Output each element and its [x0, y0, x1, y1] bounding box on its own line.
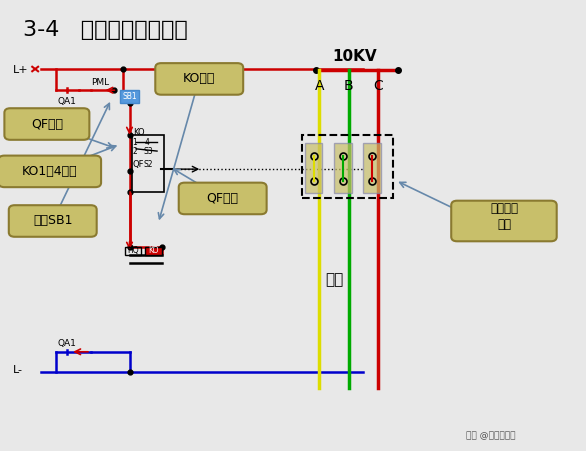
- Bar: [334, 143, 352, 193]
- Text: 真空开关
合上: 真空开关 合上: [490, 202, 518, 231]
- FancyBboxPatch shape: [9, 205, 97, 237]
- Text: S3: S3: [144, 147, 153, 156]
- Text: 3-4   防止开关跳跃原理: 3-4 防止开关跳跃原理: [23, 20, 188, 40]
- Text: 4: 4: [145, 138, 149, 147]
- Text: HQ: HQ: [127, 246, 139, 255]
- Bar: [132, 135, 164, 192]
- FancyBboxPatch shape: [5, 108, 89, 140]
- Bar: [305, 143, 322, 193]
- Text: 1: 1: [132, 138, 137, 147]
- FancyBboxPatch shape: [0, 156, 101, 187]
- FancyBboxPatch shape: [179, 183, 267, 214]
- FancyBboxPatch shape: [451, 201, 557, 241]
- Bar: [145, 247, 162, 255]
- FancyBboxPatch shape: [155, 63, 243, 95]
- Text: QF: QF: [132, 160, 144, 169]
- FancyBboxPatch shape: [120, 90, 139, 103]
- Text: QF接通: QF接通: [207, 192, 239, 205]
- Text: 负载: 负载: [325, 272, 343, 287]
- Text: A: A: [315, 79, 324, 93]
- Text: QF断开: QF断开: [31, 118, 63, 130]
- Text: SB1: SB1: [122, 92, 137, 101]
- Text: KO: KO: [148, 246, 159, 255]
- Text: 按下SB1: 按下SB1: [33, 215, 73, 227]
- Text: B: B: [344, 79, 353, 93]
- Bar: [125, 247, 141, 255]
- Text: QA1: QA1: [57, 97, 76, 106]
- Text: 10KV: 10KV: [332, 49, 377, 64]
- Bar: [363, 143, 381, 193]
- Text: S2: S2: [144, 160, 153, 169]
- Text: KO1、4接通: KO1、4接通: [22, 165, 77, 178]
- Text: C: C: [373, 79, 383, 93]
- Text: QA1: QA1: [57, 339, 76, 348]
- Text: 头条 @兴福园电力: 头条 @兴福园电力: [466, 431, 516, 440]
- Text: PML: PML: [91, 78, 109, 87]
- Text: L-: L-: [13, 365, 23, 375]
- Text: L+: L+: [13, 65, 29, 75]
- Text: 2: 2: [132, 147, 137, 156]
- Text: KO得电: KO得电: [183, 73, 216, 85]
- Text: KO: KO: [134, 128, 145, 137]
- Bar: [302, 135, 393, 198]
